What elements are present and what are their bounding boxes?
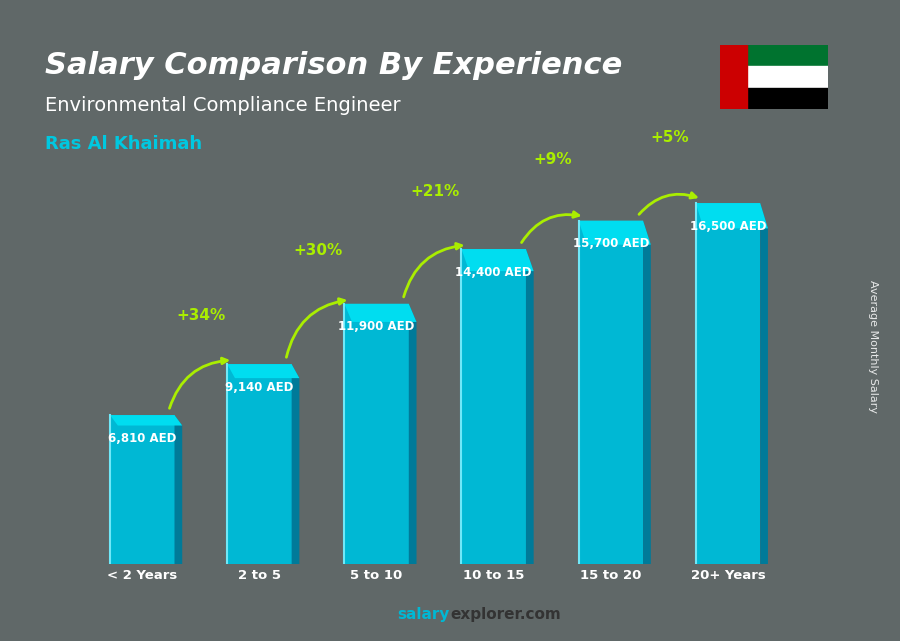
Polygon shape: [696, 203, 768, 228]
Bar: [720, 45, 828, 66]
Bar: [110, 415, 175, 564]
Polygon shape: [292, 364, 300, 564]
Polygon shape: [175, 415, 182, 564]
Bar: [720, 66, 828, 88]
Polygon shape: [110, 415, 182, 426]
Text: 6,810 AED: 6,810 AED: [108, 431, 176, 445]
Text: +21%: +21%: [410, 184, 460, 199]
Text: +9%: +9%: [533, 152, 572, 167]
Bar: [720, 45, 747, 109]
Text: Environmental Compliance Engineer: Environmental Compliance Engineer: [45, 96, 400, 115]
Text: +30%: +30%: [293, 243, 343, 258]
Text: Average Monthly Salary: Average Monthly Salary: [868, 279, 878, 413]
Polygon shape: [696, 203, 760, 564]
Polygon shape: [579, 221, 651, 245]
Bar: [345, 304, 409, 564]
Text: salary: salary: [398, 607, 450, 622]
Polygon shape: [644, 221, 651, 564]
Polygon shape: [760, 203, 768, 564]
Text: 14,400 AED: 14,400 AED: [455, 265, 532, 279]
Text: Salary Comparison By Experience: Salary Comparison By Experience: [45, 51, 622, 80]
Bar: [696, 203, 760, 564]
Bar: [227, 364, 292, 564]
Polygon shape: [345, 304, 417, 322]
Text: explorer.com: explorer.com: [450, 607, 561, 622]
Bar: [579, 221, 644, 564]
Polygon shape: [227, 364, 292, 564]
Polygon shape: [227, 364, 300, 378]
Text: Ras Al Khaimah: Ras Al Khaimah: [45, 135, 202, 153]
Text: 11,900 AED: 11,900 AED: [338, 320, 415, 333]
Bar: [720, 88, 828, 109]
Polygon shape: [462, 249, 526, 564]
Text: +5%: +5%: [650, 130, 688, 145]
Polygon shape: [462, 249, 534, 271]
Polygon shape: [409, 304, 417, 564]
Polygon shape: [110, 415, 175, 564]
Polygon shape: [345, 304, 409, 564]
Text: 15,700 AED: 15,700 AED: [572, 237, 649, 250]
Text: +34%: +34%: [176, 308, 226, 322]
Polygon shape: [526, 249, 534, 564]
Text: 9,140 AED: 9,140 AED: [225, 381, 293, 394]
Text: 16,500 AED: 16,500 AED: [689, 220, 766, 233]
Bar: [462, 249, 526, 564]
Polygon shape: [579, 221, 644, 564]
